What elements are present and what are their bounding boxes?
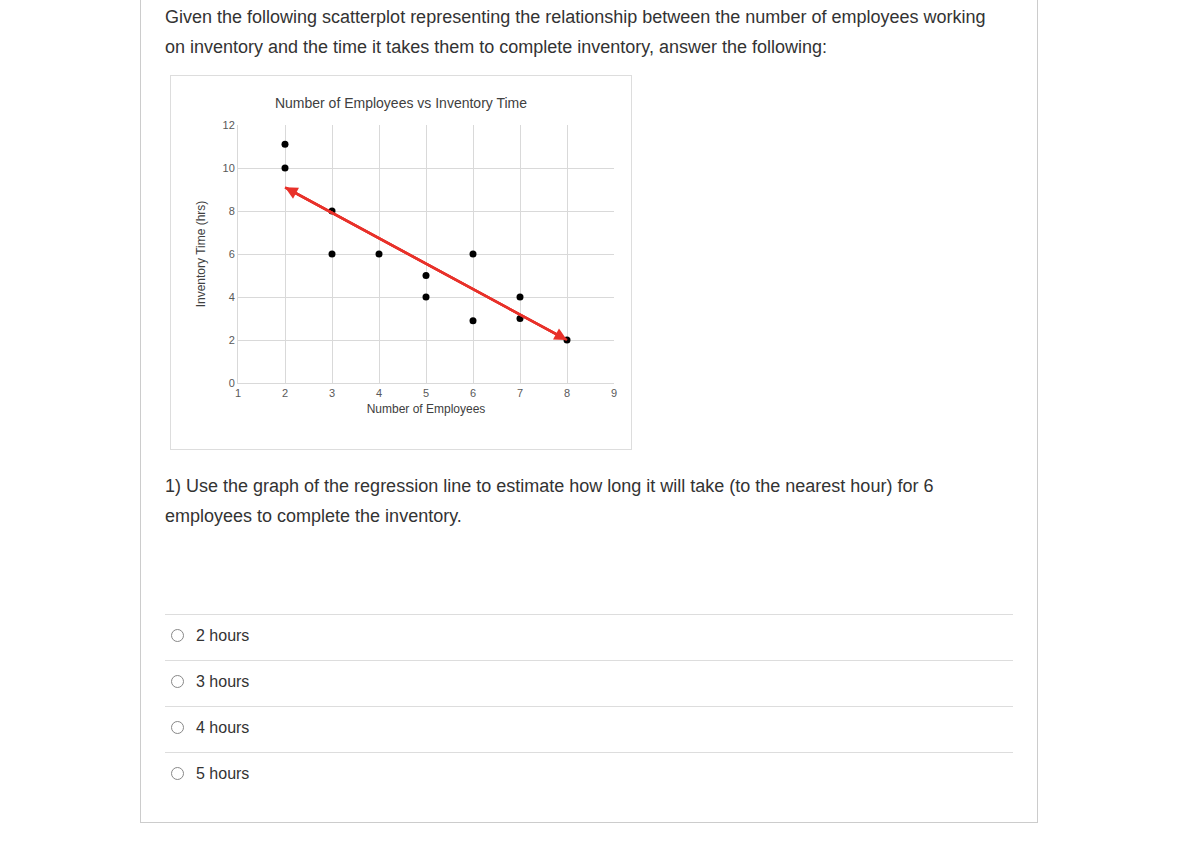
html-text:5 hours: 5 hours [196,765,250,782]
svg-text:Number of Employees vs Invento: Number of Employees vs Inventory Time [275,95,527,111]
svg-text:7: 7 [517,387,523,399]
svg-text:12: 12 [223,119,235,131]
svg-text:4: 4 [376,387,382,399]
svg-text:6: 6 [229,248,235,260]
svg-text:0: 0 [229,377,235,389]
html-text:Given the following scatterplo: Given the following scatterplot represen… [165,7,986,57]
svg-text:8: 8 [564,387,570,399]
svg-text:2: 2 [282,387,288,399]
svg-text:6: 6 [470,387,476,399]
svg-text:1: 1 [235,387,241,399]
svg-text:Inventory Time (hrs): Inventory Time (hrs) [194,201,208,308]
svg-text:8: 8 [229,205,235,217]
svg-text:3: 3 [329,387,335,399]
svg-text:2: 2 [229,334,235,346]
svg-text:9: 9 [611,387,617,399]
svg-text:5: 5 [423,387,429,399]
html-text:3 hours: 3 hours [196,673,250,690]
svg-text:Number of Employees: Number of Employees [367,402,486,416]
html-text:1) Use the graph of the regres: 1) Use the graph of the regression line … [165,476,934,526]
html-text:4 hours: 4 hours [196,719,250,736]
svg-text:10: 10 [223,162,235,174]
svg-text:4: 4 [229,291,235,303]
html-text:2 hours: 2 hours [196,627,250,644]
